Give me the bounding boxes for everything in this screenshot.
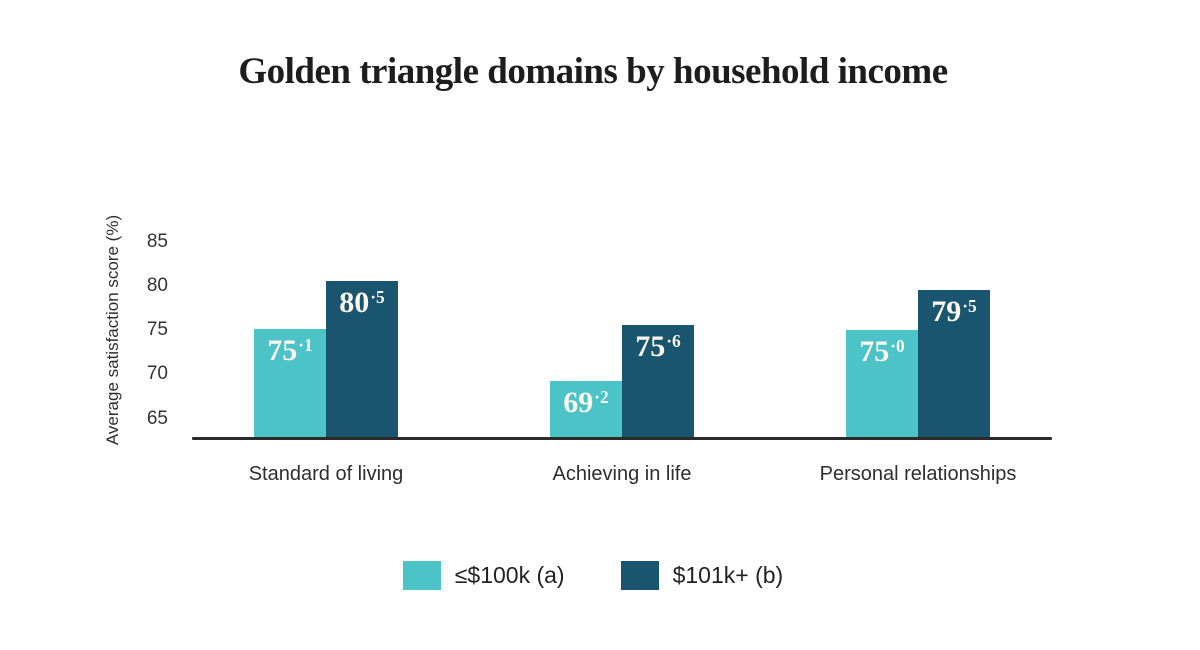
bar-value-label: 75·1	[267, 334, 313, 368]
bar-value-label: 80·5	[339, 286, 385, 320]
bar-value-label: 75·6	[635, 329, 681, 363]
category-label-standard-of-living: Standard of living	[248, 463, 404, 485]
legend-item-100k-a: ≤$100k (a)	[402, 561, 565, 590]
bar-101k-b-personal-relationships: 79·5	[918, 290, 990, 438]
legend-item-101k-b: $101k+ (b)	[620, 561, 784, 590]
bar-100k-a-personal-relationships: 75·0	[846, 330, 918, 438]
bar-100k-a-standard-of-living: 75·1	[254, 329, 326, 438]
y-axis-ticks: 65 70 75 80 85	[100, 0, 168, 650]
bar-100k-a-achieving-in-life: 69·2	[550, 381, 622, 438]
ytick-65: 65	[146, 407, 168, 429]
legend-swatch-100k-a	[402, 561, 441, 590]
chart-title: Golden triangle domains by household inc…	[238, 51, 948, 92]
category-label-achieving-in-life: Achieving in life	[552, 463, 692, 485]
bar-101k-b-achieving-in-life: 75·6	[622, 324, 694, 438]
ytick-85: 85	[146, 230, 168, 252]
ytick-70: 70	[146, 363, 168, 385]
legend: ≤$100k (a) $101k+ (b)	[0, 561, 1186, 590]
bar-value-label: 79·5	[931, 295, 977, 329]
legend-swatch-101k-b	[620, 561, 659, 590]
legend-label: ≤$100k (a)	[454, 562, 565, 588]
category-label-personal-relationships: Personal relationships	[819, 463, 1017, 485]
bar-101k-b-standard-of-living: 80·5	[326, 281, 398, 438]
x-axis-line	[192, 437, 1052, 440]
bar-value-label: 69·2	[563, 386, 609, 420]
bar-value-label: 75·0	[859, 335, 905, 369]
legend-label: $101k+ (b)	[672, 562, 784, 588]
ytick-80: 80	[146, 274, 168, 296]
ytick-75: 75	[146, 319, 168, 341]
